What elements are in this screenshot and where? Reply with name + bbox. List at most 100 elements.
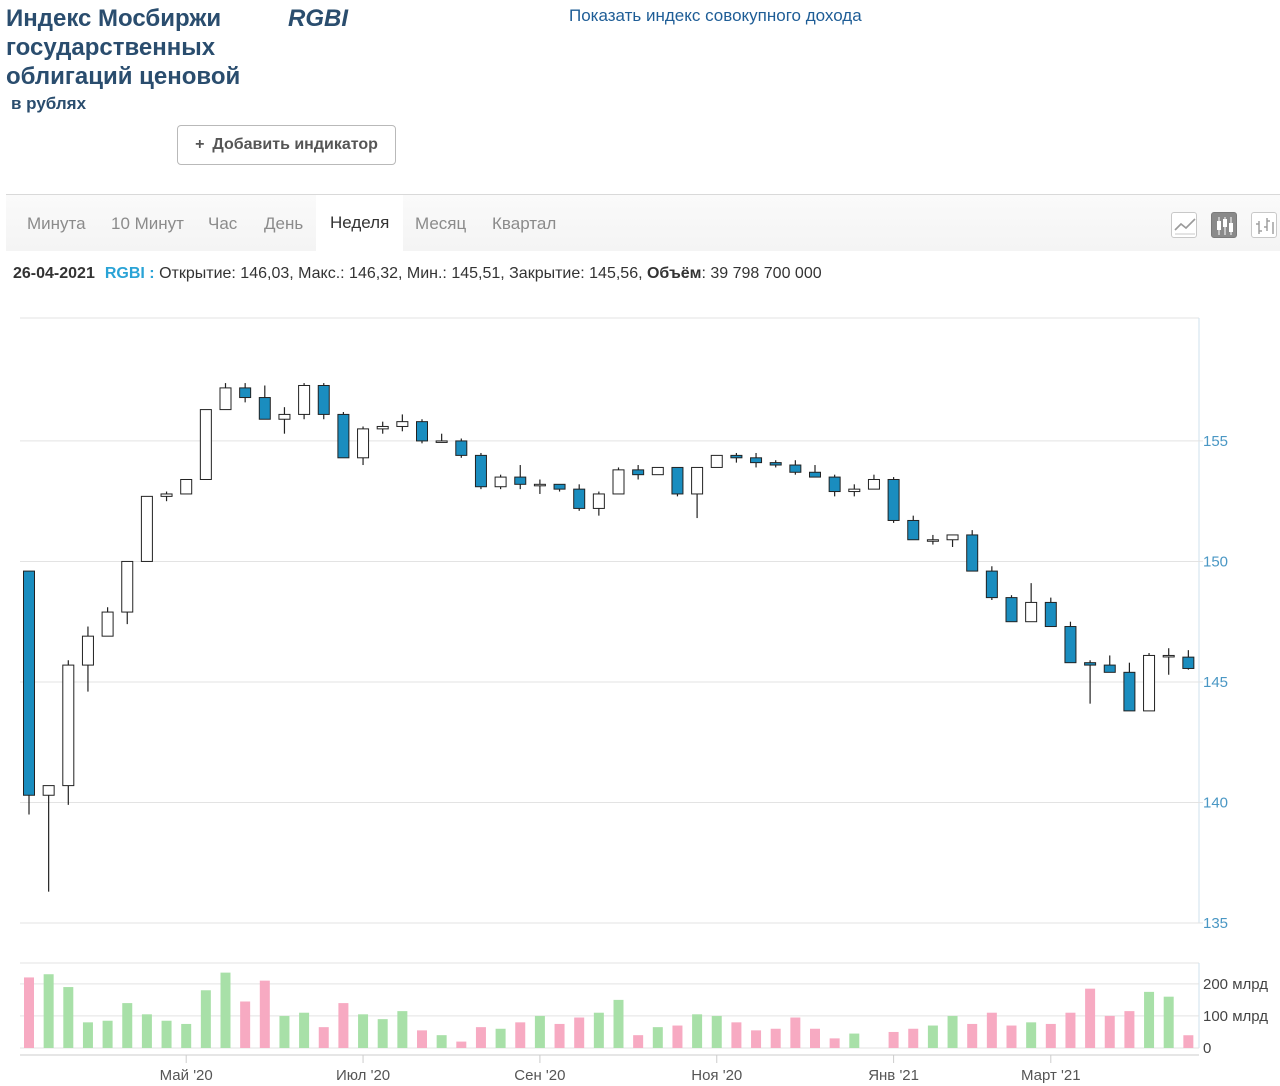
candle-up	[396, 421, 409, 427]
volume-bar	[613, 999, 624, 1048]
volume-bar	[1104, 1015, 1115, 1048]
volume-tick-label: 0	[1203, 1040, 1211, 1057]
volume-bar	[1144, 991, 1155, 1048]
volume-bar	[849, 1033, 860, 1048]
candle-down	[1005, 597, 1018, 623]
volume-bar	[456, 1041, 467, 1048]
candle-up	[121, 560, 134, 613]
info-volume-value: : 39 798 700 000	[701, 265, 822, 282]
volume-tick-label: 200 млрд	[1203, 976, 1268, 993]
volume-bar	[338, 1003, 349, 1048]
volume-bar	[1085, 988, 1096, 1048]
candle-up	[848, 488, 861, 493]
tab-day[interactable]: День	[264, 214, 304, 233]
tab-month[interactable]: Месяц	[415, 214, 467, 233]
volume-bar	[495, 1028, 506, 1048]
volume-bar	[593, 1012, 604, 1048]
candle-up	[376, 425, 389, 430]
candle-up	[1143, 654, 1156, 712]
info-ohlc-values: Открытие: 146,03, Макс.: 146,32, Мин.: 1…	[154, 265, 647, 282]
tab-quarter[interactable]: Квартал	[492, 214, 557, 233]
candle-up	[62, 664, 75, 787]
volume-bar	[888, 1031, 899, 1048]
volume-bar	[436, 1035, 447, 1048]
price-tick-label: 135	[1203, 915, 1228, 932]
candle-up	[592, 493, 605, 509]
interval-tab-bar: Минута 10 Минут Час День Неделя Месяц Кв…	[6, 194, 1280, 251]
volume-bar	[633, 1035, 644, 1048]
volume-bar	[1065, 1012, 1076, 1048]
volume-bar	[927, 1025, 938, 1048]
volume-bar	[1163, 996, 1174, 1048]
ohlc-bar-chart-icon[interactable]	[1251, 212, 1277, 238]
candle-up	[710, 454, 723, 468]
volume-bar	[534, 1015, 545, 1048]
candle-up	[219, 387, 232, 411]
volume-bar	[122, 1003, 133, 1048]
x-axis-tick-label: Март '21	[1021, 1067, 1081, 1084]
volume-bar	[220, 972, 231, 1048]
volume-bar	[1124, 1011, 1135, 1048]
volume-bar	[515, 1022, 526, 1048]
volume-bar	[967, 1023, 978, 1048]
volume-bar	[24, 977, 34, 1048]
candle-up	[946, 534, 959, 541]
volume-bar	[299, 1012, 310, 1048]
volume-bar	[397, 1011, 408, 1048]
candle-up	[298, 384, 311, 415]
candle-down	[1103, 664, 1116, 673]
candle-up	[691, 466, 704, 495]
volume-bar	[1006, 1025, 1017, 1048]
candle-down	[730, 454, 743, 459]
volume-bar	[672, 1025, 683, 1048]
candlestick-chart-icon[interactable]	[1211, 212, 1237, 238]
line-chart-icon[interactable]	[1171, 212, 1197, 238]
candle-down	[671, 466, 684, 495]
candle-down	[632, 469, 645, 476]
page-title: Индекс Мосбиржи государственных облигаци…	[6, 5, 241, 90]
candle-up	[140, 495, 153, 562]
tab-minute[interactable]: Минута	[27, 214, 86, 233]
volume-bar	[259, 980, 270, 1048]
tab-10-minutes[interactable]: 10 Минут	[111, 214, 184, 233]
candle-down	[455, 440, 468, 456]
add-indicator-button[interactable]: + Добавить индикатор	[177, 125, 396, 165]
candle-up	[867, 478, 880, 490]
volume-bar	[554, 1023, 565, 1048]
volume-bar	[141, 1014, 152, 1048]
ohlc-info-line: 26-04-2021 RGBI : Открытие: 146,03, Макс.…	[13, 265, 822, 283]
volume-bar	[82, 1022, 93, 1048]
candle-up	[180, 478, 193, 495]
candle-down	[317, 384, 330, 415]
volume-bar	[908, 1028, 919, 1048]
candle-down	[769, 462, 782, 466]
candle-up	[81, 635, 94, 666]
x-axis-tick-label: Май '20	[160, 1067, 213, 1084]
volume-bar	[181, 1023, 192, 1048]
candle-up	[435, 440, 448, 443]
volume-bar	[161, 1020, 172, 1048]
candle-down	[907, 519, 920, 541]
volume-bar	[43, 974, 54, 1048]
info-volume-label: Объём	[646, 265, 702, 282]
tab-hour[interactable]: Час	[208, 214, 238, 233]
total-return-link[interactable]: Показать индекс совокупного дохода	[569, 6, 862, 25]
candle-down	[553, 483, 566, 490]
candle-down	[258, 397, 271, 420]
x-axis-tick-label: Сен '20	[514, 1067, 565, 1084]
candle-down	[1123, 671, 1136, 712]
tab-week[interactable]: Неделя	[316, 195, 404, 251]
candle-up	[1162, 654, 1175, 658]
candle-down	[966, 534, 979, 572]
volume-bar	[102, 1020, 113, 1048]
volume-bar	[986, 1012, 997, 1048]
volume-bar	[1183, 1035, 1194, 1048]
candle-up	[199, 409, 212, 480]
candle-down	[337, 413, 350, 459]
volume-bar	[731, 1022, 742, 1048]
candle-down	[23, 570, 35, 796]
volume-bar	[240, 1001, 251, 1048]
candle-up	[357, 428, 370, 459]
candle-up	[1025, 601, 1038, 623]
